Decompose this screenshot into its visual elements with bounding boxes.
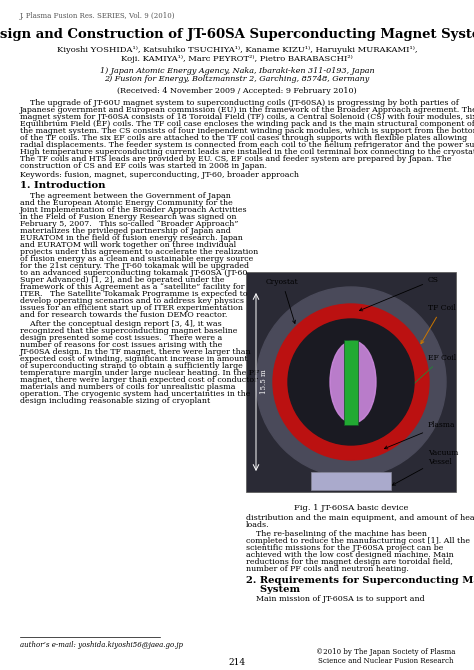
Text: materializes the privileged partnership of Japan and: materializes the privileged partnership … — [20, 227, 231, 235]
Text: ©2010 by The Japan Society of Plasma
Science and Nuclear Fusion Research: ©2010 by The Japan Society of Plasma Sci… — [317, 648, 456, 665]
Text: JT-60SA design. In the TF magnet, there were larger than: JT-60SA design. In the TF magnet, there … — [20, 348, 252, 356]
Text: expected cost of winding, significant increase in amount: expected cost of winding, significant in… — [20, 355, 247, 363]
Text: EURATOM in the field of fusion energy research. Japan: EURATOM in the field of fusion energy re… — [20, 234, 243, 242]
Text: The upgrade of JT-60U magnet system to superconducting coils (JT-60SA) is progre: The upgrade of JT-60U magnet system to s… — [20, 99, 459, 107]
Text: 1) Japan Atomic Energy Agency, Naka, Ibaraki-ken 311-0193, Japan: 1) Japan Atomic Energy Agency, Naka, Iba… — [100, 67, 374, 75]
FancyBboxPatch shape — [311, 472, 391, 490]
Text: Vacuum
Vessel: Vacuum Vessel — [392, 449, 458, 485]
Text: temperature margin under large nuclear heating. In the PF: temperature margin under large nuclear h… — [20, 369, 259, 377]
Text: 1. Introduction: 1. Introduction — [20, 181, 106, 190]
Text: achieved with the low cost designed machine. Main: achieved with the low cost designed mach… — [246, 551, 454, 559]
Text: Koji. KAMIYA¹⁾, Marc PEYROT²⁾, Pietro BARABASCHI²⁾: Koji. KAMIYA¹⁾, Marc PEYROT²⁾, Pietro BA… — [121, 55, 353, 63]
Text: System: System — [246, 585, 300, 594]
Text: Cryostat: Cryostat — [266, 278, 299, 324]
Text: develop operating scenarios and to address key physics: develop operating scenarios and to addre… — [20, 297, 244, 305]
Text: magnet system for JT-60SA consists of 18 Toroidal Field (TF) coils, a Central So: magnet system for JT-60SA consists of 18… — [20, 113, 474, 121]
Text: The re-baselining of the machine has been: The re-baselining of the machine has bee… — [246, 530, 427, 538]
Text: of fusion energy as a clean and sustainable energy source: of fusion energy as a clean and sustaina… — [20, 255, 253, 263]
Text: reductions for the magnet design are toroidal field,: reductions for the magnet design are tor… — [246, 558, 453, 566]
Text: TF Coil: TF Coil — [421, 304, 456, 344]
FancyBboxPatch shape — [246, 272, 456, 492]
Text: framework of this Agreement as a “satellite” facility for: framework of this Agreement as a “satell… — [20, 283, 245, 291]
Text: CS: CS — [359, 276, 439, 311]
Text: EF Coil: EF Coil — [408, 354, 456, 389]
Text: Kiyoshi YOSHIDA¹⁾, Katsuhiko TSUCHIYA¹⁾, Kaname KIZU¹⁾, Haruyuki MURAKAMI¹⁾,: Kiyoshi YOSHIDA¹⁾, Katsuhiko TSUCHIYA¹⁾,… — [57, 46, 417, 54]
Text: scientific missions for the JT-60SA project can be: scientific missions for the JT-60SA proj… — [246, 544, 443, 552]
Text: operation. The cryogenic system had uncertainties in the: operation. The cryogenic system had unce… — [20, 390, 250, 398]
Text: Plasma: Plasma — [384, 421, 456, 449]
Text: Equilibrium Field (EF) coils. The TF coil case encloses the winding pack and is : Equilibrium Field (EF) coils. The TF coi… — [20, 120, 474, 128]
Text: design presented some cost issues.   There were a: design presented some cost issues. There… — [20, 334, 222, 342]
Text: The TF coils and HTS leads are provided by EU. CS, EF coils and feeder system ar: The TF coils and HTS leads are provided … — [20, 155, 452, 163]
FancyBboxPatch shape — [344, 340, 358, 425]
Text: High temperature superconducting current leads are installed in the coil termina: High temperature superconducting current… — [20, 148, 474, 156]
Text: of the TF coils. The six EF coils are attached to the TF coil cases through supp: of the TF coils. The six EF coils are at… — [20, 134, 467, 142]
Ellipse shape — [330, 341, 376, 423]
Text: Joint Implementation of the Broader Approach Activities: Joint Implementation of the Broader Appr… — [20, 206, 247, 214]
Text: radial displacements. The feeder system is connected from each coil to the heliu: radial displacements. The feeder system … — [20, 141, 474, 149]
Text: and for research towards the fusion DEMO reactor.: and for research towards the fusion DEMO… — [20, 311, 228, 319]
Text: Fig. 1 JT-60SA basic device: Fig. 1 JT-60SA basic device — [294, 504, 408, 512]
Text: February 5, 2007.   This so-called “Broader Approach”: February 5, 2007. This so-called “Broade… — [20, 220, 238, 228]
Text: The agreement between the Government of Japan: The agreement between the Government of … — [20, 192, 231, 200]
Text: (Received: 4 November 2009 / Accepted: 9 February 2010): (Received: 4 November 2009 / Accepted: 9… — [117, 87, 357, 95]
Text: for the 21st century. The JT-60 tokamak will be upgraded: for the 21st century. The JT-60 tokamak … — [20, 262, 249, 270]
Text: in the Field of Fusion Energy Research was signed on: in the Field of Fusion Energy Research w… — [20, 213, 237, 221]
Circle shape — [256, 287, 446, 477]
Text: and EURATOM will work together on three individual: and EURATOM will work together on three … — [20, 241, 236, 249]
Text: 15.5 m: 15.5 m — [260, 370, 268, 395]
Text: number of PF coils and neutron heating.: number of PF coils and neutron heating. — [246, 565, 409, 573]
Text: ITER.   The Satellite Tokamak Programme is expected to: ITER. The Satellite Tokamak Programme is… — [20, 290, 247, 298]
Text: loads.: loads. — [246, 521, 270, 529]
Text: Keywords: fusion, magnet, superconducting, JT-60, broader approach: Keywords: fusion, magnet, superconductin… — [20, 171, 299, 179]
Text: 2) Fusion for Energy, Boltzmannstr 2, Garching, 85748, Germany: 2) Fusion for Energy, Boltzmannstr 2, Ga… — [104, 75, 370, 83]
Circle shape — [273, 304, 429, 460]
Text: construction of CS and EF coils was started in 2008 in Japan.: construction of CS and EF coils was star… — [20, 162, 267, 170]
Text: number of reasons for cost issues arising with the: number of reasons for cost issues arisin… — [20, 341, 222, 349]
Text: to an advanced superconducting tokamak JT-60SA (JT-60: to an advanced superconducting tokamak J… — [20, 269, 247, 277]
Text: magnet, there were larger than expected cost of conductor: magnet, there were larger than expected … — [20, 376, 258, 384]
Text: recognized that the superconducting magnet baseline: recognized that the superconducting magn… — [20, 327, 237, 335]
Text: Super Advanced) [1, 2], and be operated under the: Super Advanced) [1, 2], and be operated … — [20, 276, 225, 284]
Text: projects under this agreement to accelerate the realization: projects under this agreement to acceler… — [20, 248, 258, 256]
Text: completed to reduce the manufacturing cost [1]. All the: completed to reduce the manufacturing co… — [246, 537, 470, 545]
Text: Main mission of JT-60SA is to support and: Main mission of JT-60SA is to support an… — [246, 595, 425, 603]
Text: author’s e-mail: yoshida.kiyoshi56@jaea.go.jp: author’s e-mail: yoshida.kiyoshi56@jaea.… — [20, 641, 183, 649]
Text: and the European Atomic Energy Community for the: and the European Atomic Energy Community… — [20, 199, 233, 207]
Text: J. Plasma Fusion Res. SERIES, Vol. 9 (2010): J. Plasma Fusion Res. SERIES, Vol. 9 (20… — [20, 12, 175, 20]
Text: of superconducting strand to obtain a sufficiently large: of superconducting strand to obtain a su… — [20, 362, 243, 370]
Circle shape — [288, 319, 414, 445]
Text: design including reasonable sizing of cryoplant: design including reasonable sizing of cr… — [20, 397, 210, 405]
Text: issues for an efficient start up of ITER experimentation: issues for an efficient start up of ITER… — [20, 304, 243, 312]
Text: materials and numbers of coils for unrealistic plasma: materials and numbers of coils for unrea… — [20, 383, 236, 391]
Text: the magnet system. The CS consists of four independent winding pack modules, whi: the magnet system. The CS consists of fo… — [20, 127, 474, 135]
Text: After the conceptual design report [3, 4], it was: After the conceptual design report [3, 4… — [20, 320, 222, 328]
Text: distribution and the main equipment, and amount of heats: distribution and the main equipment, and… — [246, 514, 474, 522]
Text: Design and Construction of JT-60SA Superconducting Magnet System: Design and Construction of JT-60SA Super… — [0, 28, 474, 41]
Text: Japanese government and European commission (EU) in the framework of the Broader: Japanese government and European commiss… — [20, 106, 474, 114]
Text: 2. Requirements for Superconducting Magnet: 2. Requirements for Superconducting Magn… — [246, 576, 474, 585]
Text: 214: 214 — [228, 658, 246, 667]
